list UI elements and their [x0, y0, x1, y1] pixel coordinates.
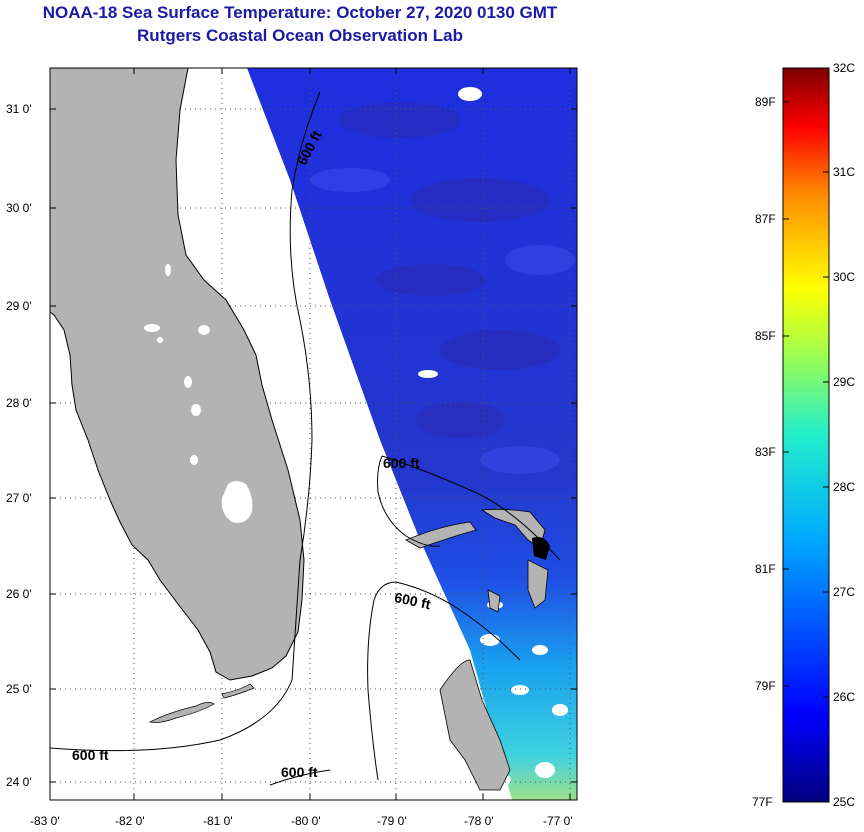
map-frame — [49, 67, 578, 801]
isobath-600ft — [50, 91, 561, 786]
lat-label: 25 0' — [6, 682, 32, 696]
contour-label-3: 600 ft — [393, 589, 432, 612]
colorbar-celsius-label: 31C — [833, 165, 856, 179]
colorbar-celsius-label: 28C — [833, 480, 856, 494]
lon-label: -81 0' — [203, 814, 233, 828]
colorbar-fahrenheit-label: 81F — [755, 562, 776, 576]
lat-label: 26 0' — [6, 587, 32, 601]
lon-label: -80 0' — [291, 814, 321, 828]
contour-label-5: 600 ft — [281, 764, 318, 780]
map-subtitle: Rutgers Coastal Ocean Observation Lab — [137, 26, 463, 45]
colorbar-fahrenheit-label: 83F — [755, 445, 776, 459]
sst-swath — [247, 68, 577, 800]
lon-label: -78 0' — [464, 814, 494, 828]
lat-label: 30 0' — [6, 201, 32, 215]
colorbar-fahrenheit-label: 87F — [755, 212, 776, 226]
lake-okeechobee — [221, 481, 253, 523]
lon-label: -82 0' — [115, 814, 145, 828]
florida-land — [50, 68, 305, 681]
lat-label: 24 0' — [6, 775, 32, 789]
contour-label-2: 600 ft — [383, 455, 420, 471]
lon-label: -79 0' — [377, 814, 407, 828]
lon-label: -83 0' — [30, 814, 60, 828]
axis-ticks — [50, 68, 577, 800]
inland-lakes — [144, 264, 210, 465]
colorbar-celsius-label: 32C — [833, 61, 856, 75]
colorbar-celsius-label: 29C — [833, 375, 856, 389]
colorbar-fahrenheit-label: 79F — [755, 679, 776, 693]
colorbar-gradient — [782, 67, 830, 803]
colorbar-fahrenheit-label: 89F — [755, 95, 776, 109]
lat-label: 29 0' — [6, 299, 32, 313]
contour-label-4: 600 ft — [72, 747, 109, 763]
colorbar-celsius-label: 26C — [833, 690, 856, 704]
florida-keys — [148, 683, 255, 723]
lon-label: -77 0' — [543, 814, 573, 828]
colorbar-fahrenheit-label: 77F — [752, 795, 773, 809]
colorbar-celsius-label: 27C — [833, 585, 856, 599]
colorbar-celsius-label: 30C — [833, 270, 856, 284]
colorbar-ticks — [783, 67, 829, 698]
lat-label: 28 0' — [6, 396, 32, 410]
bahamas-land — [405, 508, 549, 791]
sst-dark-patches — [340, 102, 560, 438]
colorbar-fahrenheit-label: 85F — [755, 329, 776, 343]
colorbar-celsius-label: 25C — [833, 795, 856, 809]
map-title: NOAA-18 Sea Surface Temperature: October… — [42, 3, 558, 22]
lat-label: 31 0' — [6, 102, 32, 116]
lat-label: 27 0' — [6, 491, 32, 505]
